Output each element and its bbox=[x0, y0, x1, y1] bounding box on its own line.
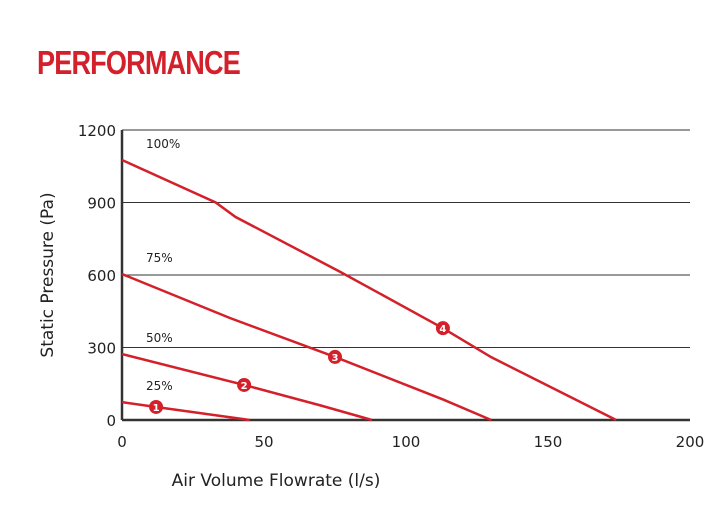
page-title: PERFORMANCE bbox=[37, 44, 241, 81]
x-axis-label: Air Volume Flowrate (l/s) bbox=[172, 471, 381, 491]
y-tick-label: 1200 bbox=[78, 122, 116, 140]
series-line bbox=[121, 400, 250, 422]
x-tick-label: 200 bbox=[676, 433, 705, 451]
marker-label: 3 bbox=[332, 353, 339, 364]
x-tick-label: 100 bbox=[392, 433, 421, 451]
x-tick-label: 150 bbox=[534, 433, 563, 451]
series-label: 100% bbox=[146, 137, 180, 151]
y-tick-label: 900 bbox=[87, 195, 116, 213]
marker-label: 4 bbox=[439, 324, 446, 335]
y-tick-label: 600 bbox=[87, 267, 116, 285]
series-marker bbox=[149, 399, 164, 414]
series-label: 75% bbox=[146, 251, 173, 265]
series-label: 50% bbox=[146, 331, 173, 345]
series-label: 25% bbox=[146, 379, 173, 393]
y-tick-label: 0 bbox=[106, 412, 116, 430]
x-tick-label: 0 bbox=[117, 433, 127, 451]
y-axis-label: Static Pressure (Pa) bbox=[38, 192, 58, 357]
series-marker bbox=[237, 377, 252, 392]
y-tick-label: 300 bbox=[87, 340, 116, 358]
series-marker bbox=[435, 321, 450, 336]
series-line bbox=[121, 158, 617, 422]
marker-label: 2 bbox=[241, 381, 248, 392]
marker-label: 1 bbox=[153, 403, 160, 414]
series-marker bbox=[328, 349, 342, 364]
x-tick-label: 50 bbox=[254, 433, 273, 451]
series-line bbox=[121, 352, 373, 422]
